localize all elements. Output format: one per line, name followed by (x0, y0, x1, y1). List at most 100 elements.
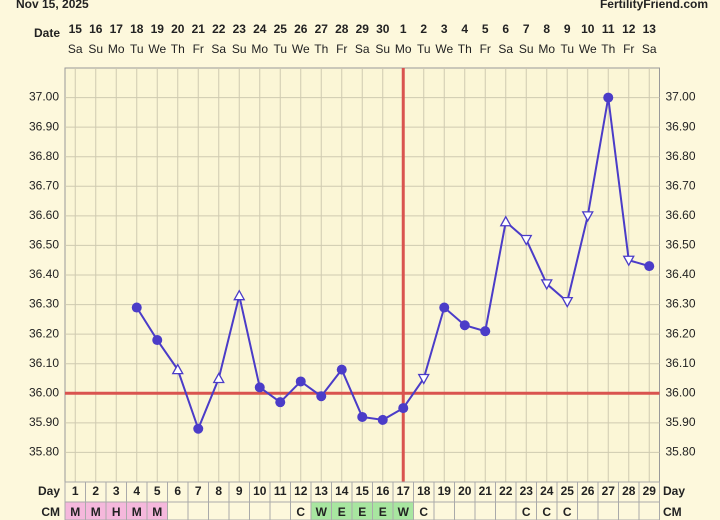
cm-cell (208, 501, 230, 520)
cm-label: CM (41, 505, 60, 519)
x-tick-label: 15 (356, 484, 370, 498)
date-label: 5 (482, 22, 489, 36)
y-tick-label: 36.10 (666, 356, 696, 370)
weekday-label: Th (314, 42, 328, 56)
cm-cell (433, 501, 455, 520)
y-tick-label: 36.80 (29, 149, 59, 163)
date-label: 30 (376, 22, 390, 36)
date-label: 10 (581, 22, 595, 36)
cm-value: C (563, 505, 572, 519)
date-label: 8 (543, 22, 550, 36)
x-tick-label: 6 (174, 484, 181, 498)
x-tick-label: 14 (335, 484, 349, 498)
weekday-label: Tu (273, 42, 287, 56)
date-label: 13 (643, 22, 657, 36)
cm-value: E (338, 505, 346, 519)
day-label: Day (38, 484, 60, 498)
x-tick-label: 13 (315, 484, 329, 498)
x-tick-label: 3 (113, 484, 120, 498)
temperature-point (520, 234, 533, 246)
date-label: 6 (502, 22, 509, 36)
date-label: 28 (335, 22, 349, 36)
x-tick-label: 19 (438, 484, 452, 498)
date-label: 26 (294, 22, 308, 36)
y-tick-label: 36.20 (29, 326, 59, 340)
weekday-label: Th (601, 42, 615, 56)
cm-value: H (112, 505, 121, 519)
x-tick-label: 16 (376, 484, 390, 498)
weekday-label: Th (458, 42, 472, 56)
date-label: 20 (171, 22, 185, 36)
date-label: Date (34, 26, 60, 40)
weekday-label: We (292, 42, 310, 56)
cm-cell (577, 501, 599, 520)
y-tick-label: 36.90 (29, 119, 59, 133)
temperature-point (254, 382, 265, 393)
x-tick-label: 25 (561, 484, 575, 498)
temperature-point (275, 397, 286, 408)
cm-value: M (91, 505, 101, 519)
x-tick-label: 23 (520, 484, 534, 498)
y-tick-label: 36.30 (29, 297, 59, 311)
cm-value: C (542, 505, 551, 519)
cm-value: C (296, 505, 305, 519)
weekday-label: Fr (336, 42, 347, 56)
cm-value: M (132, 505, 142, 519)
y-tick-label: 36.60 (666, 208, 696, 222)
weekday-label: Su (375, 42, 390, 56)
weekday-label: Su (88, 42, 103, 56)
y-tick-label: 36.70 (666, 178, 696, 192)
temperature-point (603, 92, 614, 103)
y-tick-label: 37.00 (666, 90, 696, 104)
temperature-point (212, 372, 225, 384)
weekday-label: Tu (130, 42, 144, 56)
y-tick-label: 36.70 (29, 178, 59, 192)
x-tick-label: 20 (458, 484, 472, 498)
cm-cell (618, 501, 640, 520)
date-label: 22 (212, 22, 226, 36)
temperature-point (171, 363, 184, 375)
temperature-point (233, 289, 246, 301)
temperature-point (499, 215, 512, 227)
weekday-label: Mo (108, 42, 125, 56)
weekday-label: We (435, 42, 453, 56)
y-tick-label: 36.40 (29, 267, 59, 281)
cm-value: C (419, 505, 428, 519)
y-tick-label: 35.90 (29, 415, 59, 429)
cm-value: W (398, 505, 410, 519)
site-name: FertilityFriend.com (600, 0, 708, 11)
temperature-point (398, 403, 409, 414)
weekday-label: Su (519, 42, 534, 56)
date-label: 25 (274, 22, 288, 36)
date-label: 16 (89, 22, 103, 36)
temperature-point (295, 376, 306, 387)
date-label: 19 (151, 22, 165, 36)
date-label: 3 (441, 22, 448, 36)
temperature-point (131, 302, 142, 313)
weekday-label: Fr (480, 42, 491, 56)
weekday-label: Th (171, 42, 185, 56)
cm-value: W (316, 505, 328, 519)
weekday-label: Mo (538, 42, 555, 56)
x-tick-label: 9 (236, 484, 243, 498)
temperature-point (540, 279, 553, 291)
temperature-point (357, 411, 368, 422)
cm-cell (249, 501, 271, 520)
x-tick-label: 10 (253, 484, 267, 498)
chart-title: Nov 15, 2025 (16, 0, 89, 11)
cm-value: E (379, 505, 387, 519)
x-tick-label: 11 (274, 484, 287, 498)
y-tick-label: 36.30 (666, 297, 696, 311)
cm-value: M (70, 505, 80, 519)
y-tick-label: 36.40 (666, 267, 696, 281)
weekday-label: We (148, 42, 166, 56)
x-tick-label: 29 (643, 484, 657, 498)
x-tick-label: 24 (540, 484, 554, 498)
y-tick-label: 36.80 (666, 149, 696, 163)
x-tick-label: 2 (92, 484, 99, 498)
weekday-label: Sa (642, 42, 657, 56)
x-tick-label: 17 (397, 484, 411, 498)
date-label: 15 (69, 22, 83, 36)
